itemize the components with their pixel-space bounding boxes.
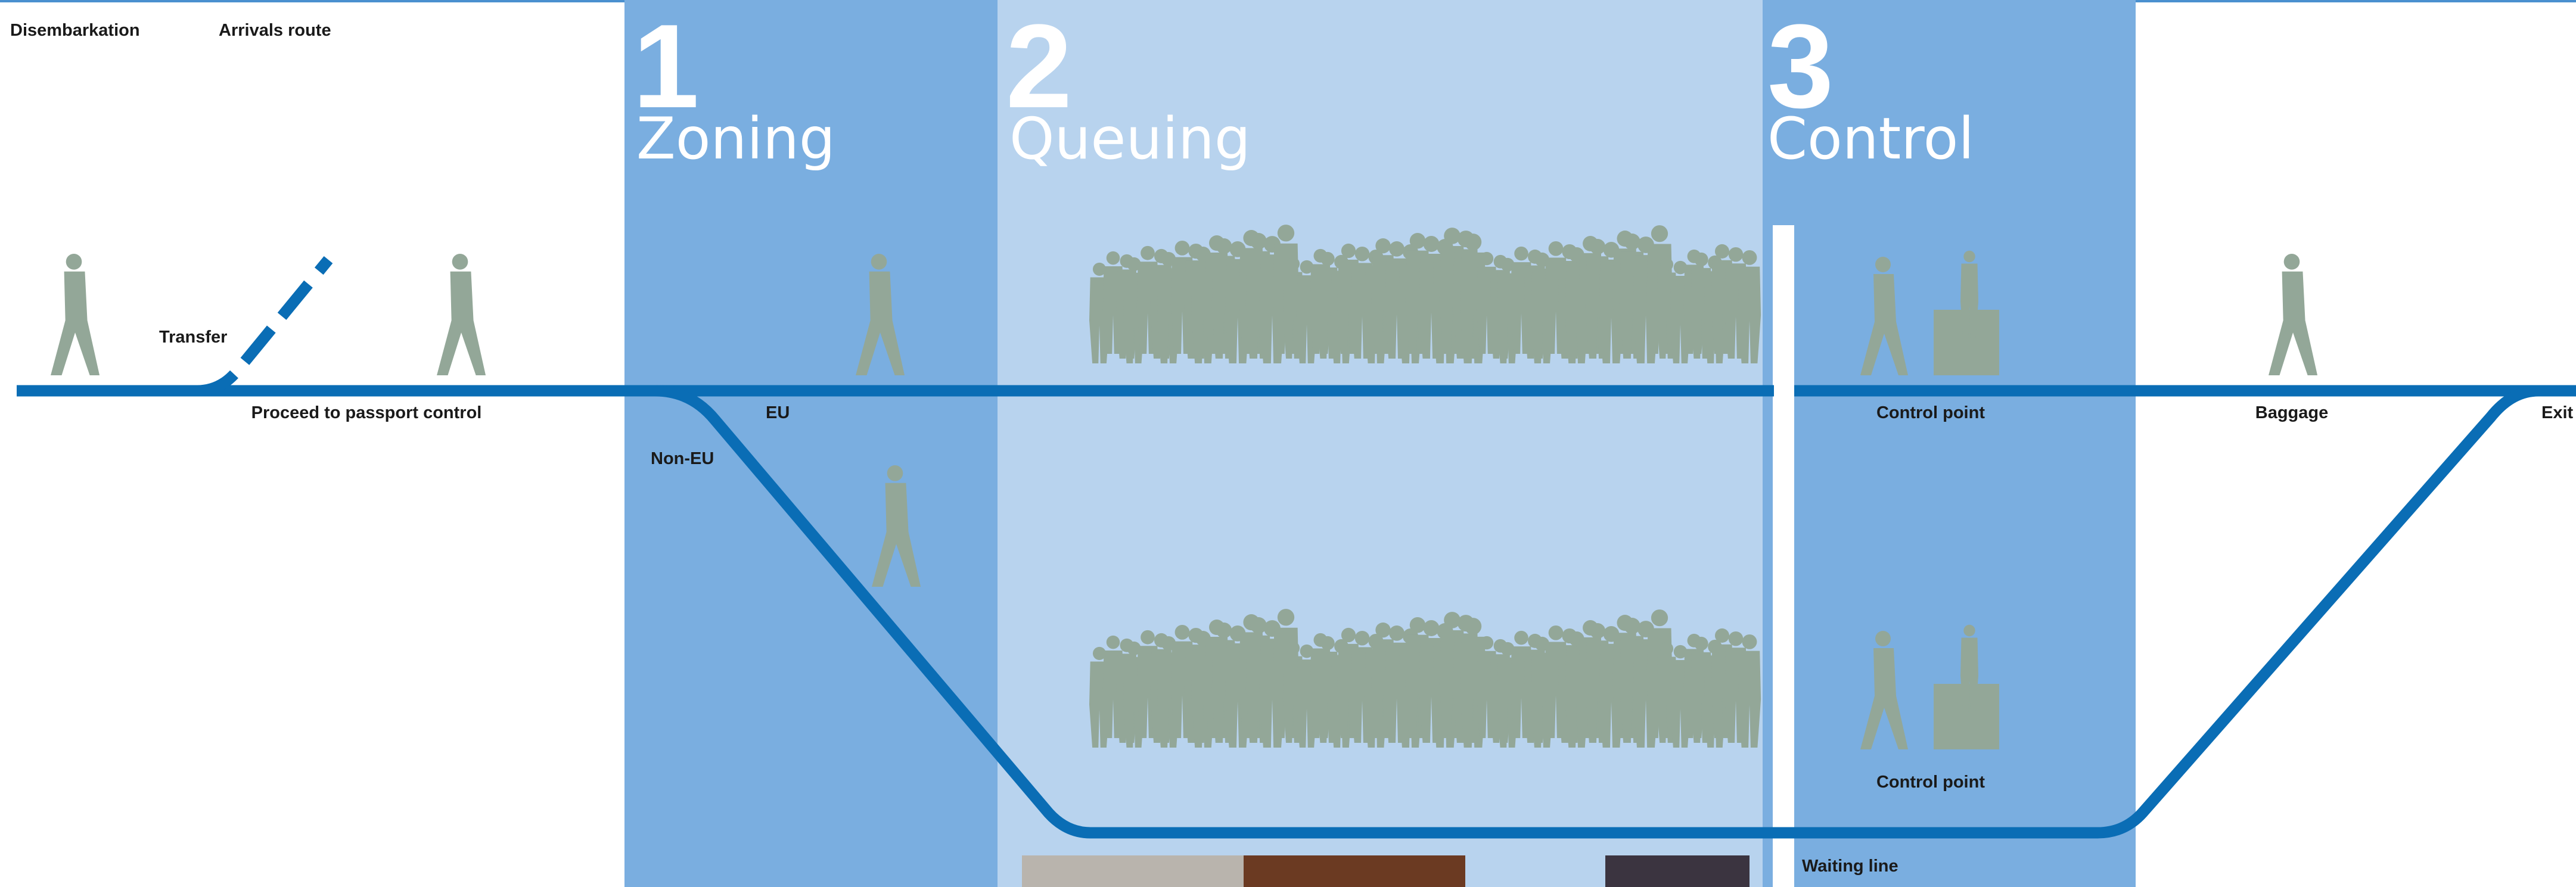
person-head [1175, 241, 1190, 256]
person-head [1424, 236, 1440, 252]
person-body [2269, 272, 2317, 375]
route-label: Waiting line [1802, 857, 1898, 876]
header-label: Arrivals route [219, 21, 331, 40]
person-head [1278, 225, 1294, 241]
photo [1022, 855, 1244, 887]
person-head [1216, 238, 1232, 254]
person-head [1660, 642, 1673, 655]
control-barrier [1773, 225, 1794, 887]
route-label: Baggage [2255, 403, 2328, 422]
person-head [1480, 636, 1493, 649]
person-head [1287, 257, 1300, 270]
person-head [1742, 250, 1757, 265]
route-label: Exit [2541, 403, 2574, 422]
person-head [1624, 618, 1640, 634]
route-label: EU [766, 403, 790, 422]
person-head [1651, 609, 1668, 626]
person-head [1465, 618, 1481, 634]
person-head [1742, 634, 1757, 649]
person-head [1715, 244, 1729, 259]
person-head [1444, 228, 1461, 244]
person-head [2284, 254, 2300, 270]
person-head [887, 465, 903, 481]
person-head [1624, 234, 1640, 250]
person-head [1287, 642, 1300, 655]
zone-title: Control [1767, 105, 1974, 172]
person-head [1694, 637, 1708, 651]
route-label: Non-EU [651, 449, 714, 468]
person-head [1250, 617, 1267, 634]
person-head [1341, 244, 1356, 258]
transfer-route [197, 260, 328, 391]
route-label: Control point [1876, 403, 1985, 422]
person-head [1660, 258, 1673, 271]
person-head [1216, 623, 1232, 638]
person-head [1465, 234, 1481, 250]
person-head [1410, 233, 1426, 249]
person-head [1590, 239, 1605, 254]
airport-arrival-diagram: Disembarkation Arrivals route 1 Zoning 2… [0, 0, 2576, 887]
photo [1244, 855, 1465, 887]
person-body [437, 272, 486, 375]
person-head [1341, 628, 1356, 642]
person-head [1480, 252, 1493, 265]
person-head [1651, 225, 1668, 242]
route-label: Control point [1876, 773, 1985, 792]
zone-title: Zoning [636, 105, 835, 172]
person-head [1107, 636, 1120, 649]
person-head [1694, 253, 1708, 266]
person-head [1729, 247, 1743, 262]
person-head [1715, 628, 1729, 643]
person-head [1514, 247, 1528, 261]
person-body [51, 272, 100, 375]
person-head [1107, 251, 1120, 264]
header-label: Disembarkation [10, 21, 140, 40]
person-head [1250, 233, 1267, 250]
person-head [1410, 617, 1426, 633]
person-head [1375, 623, 1390, 637]
person-head [1424, 620, 1440, 636]
person-head [1875, 631, 1891, 646]
person-head [1549, 625, 1564, 640]
person-head [1355, 631, 1370, 646]
person-head [1320, 636, 1334, 650]
person-head [1175, 625, 1190, 640]
person-head [1320, 252, 1334, 266]
person-head [1278, 609, 1294, 625]
person-head [1389, 625, 1404, 641]
person-head [1963, 625, 1975, 637]
person-head [1514, 631, 1528, 645]
person-head [1444, 612, 1461, 628]
person-head [66, 254, 82, 270]
person-head [1141, 246, 1155, 260]
zone-title: Queuing [1009, 105, 1251, 172]
person-head [452, 254, 468, 270]
person-head [1375, 238, 1390, 253]
person-head [1875, 257, 1891, 272]
person-head [1963, 251, 1975, 263]
person-head [1590, 623, 1605, 639]
person-head [871, 254, 887, 270]
person-head [1549, 241, 1564, 256]
person-head [1729, 631, 1743, 646]
person-head [1389, 241, 1404, 257]
route-label: Transfer [159, 328, 227, 347]
photo [1605, 855, 1750, 887]
person-head [1355, 247, 1370, 262]
person-head [1141, 630, 1155, 645]
route-label: Proceed to passport control [251, 403, 482, 422]
